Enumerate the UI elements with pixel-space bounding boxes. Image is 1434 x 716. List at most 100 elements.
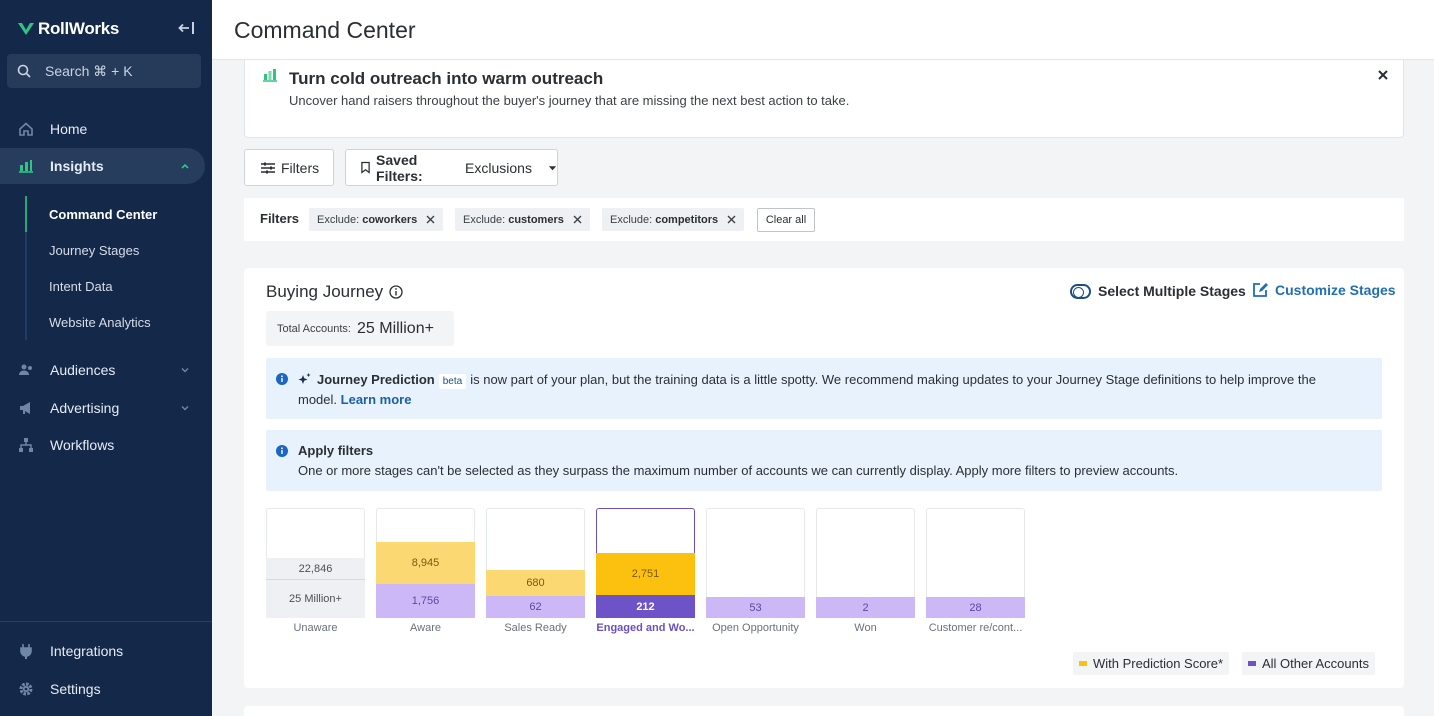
nav-settings[interactable]: Settings [0,671,212,707]
saved-filters-key: Saved Filters: [376,151,423,184]
nav-settings-label: Settings [50,681,101,697]
edit-icon [1253,283,1268,297]
subnav-intent-data[interactable]: Intent Data [49,279,113,294]
info-icon[interactable] [389,285,403,299]
workflows-icon [19,438,33,452]
caret-down-icon [548,165,557,170]
subnav-website-analytics[interactable]: Website Analytics [49,315,151,330]
total-accounts-value: 25 Million+ [357,319,434,337]
chevron-down-icon [181,406,189,411]
megaphone-icon [20,402,30,414]
sparkle-icon [298,373,311,384]
stage-bar-3[interactable]: 212 2,751 [596,508,695,618]
remove-filter-icon[interactable] [727,215,736,224]
beta-badge: beta [438,374,467,389]
total-accounts-label: Total Accounts: [277,322,351,335]
filter-chip-customers[interactable]: Exclude: customers [455,208,590,231]
info-filled-icon [276,373,288,385]
stage-label: Aware [410,622,441,634]
nav-audiences[interactable]: Audiences [0,352,212,388]
close-icon[interactable] [1376,68,1390,82]
page-title: Command Center [234,17,416,43]
chevron-up-icon [181,163,189,169]
nav-advertising[interactable]: Advertising [0,390,212,426]
legend-other: All Other Accounts [1242,652,1375,675]
home-icon [19,122,33,136]
stage-segment-other: 2 [816,597,915,618]
promo-banner: Turn cold outreach into warm outreach Un… [244,60,1404,138]
nav-home[interactable]: Home [0,111,212,147]
info-filled-icon [276,445,288,457]
apply-filters-title: Apply filters [298,443,374,458]
nav-insights[interactable]: Insights [0,148,205,184]
customize-stages-link[interactable]: Customize Stages [1252,282,1396,298]
stage-bar-1[interactable]: 1,756 8,945 [376,508,475,618]
stage-segment-other: 1,756 [376,584,475,618]
journey-prediction-body: is now part of your plan, but the traini… [298,372,1316,407]
journey-prediction-alert: Journey Prediction beta is now part of you… [266,358,1382,419]
stage-bar-4[interactable]: 53 [706,508,805,618]
filters-button[interactable]: Filters [244,149,334,186]
banner-description: Uncover hand raisers throughout the buye… [289,93,850,108]
bookmark-icon [361,161,370,174]
customize-stages-label: Customize Stages [1275,282,1396,298]
apply-filters-text: One or more stages can't be selected as … [298,463,1179,478]
filter-chip-competitors[interactable]: Exclude: competitors [602,208,745,231]
chevron-down-icon [181,368,189,373]
search-placeholder: Search ⌘ + K [45,62,133,79]
stage-bar-6[interactable]: 28 [926,508,1025,618]
legend-prediction: With Prediction Score* [1073,652,1230,675]
rollworks-logo-icon [18,23,34,35]
select-multiple-stages-toggle[interactable]: Select Multiple Stages [1070,283,1246,299]
sidebar-divider [0,621,212,622]
stage-label: Sales Ready [504,622,567,634]
legend-other-label: All Other Accounts [1262,656,1369,671]
nav-home-label: Home [50,121,88,137]
subnav-command-center[interactable]: Command Center [49,207,158,222]
search-icon [17,64,31,78]
nav-integrations-label: Integrations [50,643,124,659]
active-filters-bar: Filters Exclude: coworkers Exclude: cust… [244,198,1404,241]
remove-filter-icon[interactable] [426,215,435,224]
learn-more-link[interactable]: Learn more [340,392,412,407]
audiences-icon [19,364,32,375]
nav-integrations[interactable]: Integrations [0,633,212,669]
banner-title: Turn cold outreach into warm outreach [289,69,604,88]
filter-chip-prefix: Exclude: [463,213,506,226]
nav-workflows[interactable]: Workflows [0,427,212,463]
stage-segment-other: 212 [596,595,695,618]
search-input[interactable]: Search ⌘ + K [7,54,201,88]
stage-segment-prediction: 22,846 [266,558,365,580]
stage-segment-prediction: 2,751 [596,553,695,595]
stage-segment-other: 62 [486,596,585,618]
page-header: Command Center [212,0,1434,60]
stage-bar-2[interactable]: 62 680 [486,508,585,618]
subnav-active-indicator [25,196,27,232]
clear-all-button[interactable]: Clear all [757,208,815,232]
filter-chip-prefix: Exclude: [317,213,360,226]
sidebar: RollWorks Search ⌘ + K Home Insights Com… [0,0,212,716]
filter-chip-coworkers[interactable]: Exclude: coworkers [309,208,444,231]
stage-bar-5[interactable]: 2 [816,508,915,618]
stage-segment-other: 53 [706,597,805,618]
journey-prediction-text: Journey Prediction beta is now part of you… [298,370,1358,410]
filter-chip-value: competitors [655,213,719,226]
insights-icon [19,160,33,173]
gear-icon [19,682,33,696]
legend-swatch-other [1248,661,1256,666]
stage-segment-other: 25 Million+ [266,580,365,618]
collapse-sidebar-icon[interactable] [178,20,196,36]
filter-chip-value: coworkers [362,213,418,226]
chart-icon [263,69,277,82]
toggle-switch[interactable] [1070,283,1091,299]
plug-icon [20,644,32,659]
subnav-journey-stages[interactable]: Journey Stages [49,243,140,258]
brand-name: RollWorks [38,19,120,38]
brand-logo[interactable]: RollWorks [18,19,119,39]
journey-prediction-title: Journey Prediction [317,372,435,387]
saved-filters-dropdown[interactable]: Saved Filters: Exclusions [345,149,558,186]
buying-journey-card: Buying Journey Select Multiple Stages Cu… [244,268,1404,688]
stage-label: Open Opportunity [712,622,799,634]
remove-filter-icon[interactable] [573,215,582,224]
saved-filters-value: Exclusions [465,159,532,176]
